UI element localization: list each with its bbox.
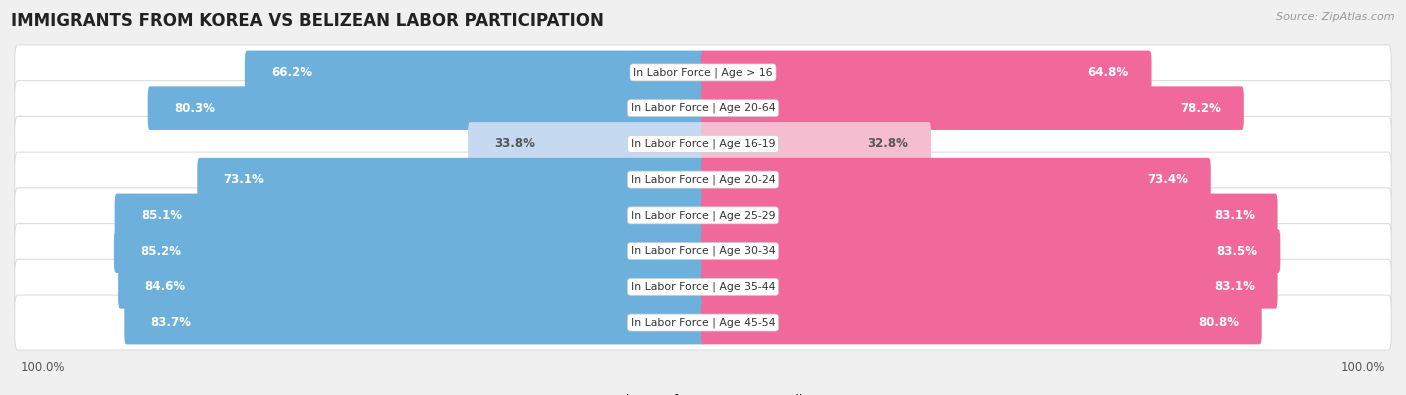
FancyBboxPatch shape xyxy=(197,158,704,201)
FancyBboxPatch shape xyxy=(118,265,704,308)
Text: 100.0%: 100.0% xyxy=(1340,361,1385,374)
Text: 33.8%: 33.8% xyxy=(495,137,536,150)
Text: 85.1%: 85.1% xyxy=(141,209,181,222)
Text: 78.2%: 78.2% xyxy=(1180,102,1220,115)
FancyBboxPatch shape xyxy=(14,224,1392,278)
Text: 32.8%: 32.8% xyxy=(868,137,908,150)
Text: In Labor Force | Age 25-29: In Labor Force | Age 25-29 xyxy=(631,210,775,221)
FancyBboxPatch shape xyxy=(468,122,704,166)
Text: 66.2%: 66.2% xyxy=(271,66,312,79)
Text: 83.1%: 83.1% xyxy=(1213,280,1254,293)
FancyBboxPatch shape xyxy=(14,295,1392,350)
FancyBboxPatch shape xyxy=(14,188,1392,243)
Text: 83.1%: 83.1% xyxy=(1213,209,1254,222)
Text: 64.8%: 64.8% xyxy=(1088,66,1129,79)
FancyBboxPatch shape xyxy=(14,260,1392,314)
FancyBboxPatch shape xyxy=(702,229,1281,273)
FancyBboxPatch shape xyxy=(702,51,1152,94)
Text: 85.2%: 85.2% xyxy=(141,245,181,258)
Text: 83.7%: 83.7% xyxy=(150,316,191,329)
FancyBboxPatch shape xyxy=(245,51,704,94)
Text: In Labor Force | Age 20-64: In Labor Force | Age 20-64 xyxy=(631,103,775,113)
FancyBboxPatch shape xyxy=(702,158,1211,201)
Text: In Labor Force | Age 45-54: In Labor Force | Age 45-54 xyxy=(631,317,775,328)
FancyBboxPatch shape xyxy=(14,45,1392,100)
Text: 100.0%: 100.0% xyxy=(21,361,66,374)
Legend: Immigrants from Korea, Belizean: Immigrants from Korea, Belizean xyxy=(574,394,832,395)
FancyBboxPatch shape xyxy=(114,229,704,273)
FancyBboxPatch shape xyxy=(148,87,704,130)
Text: In Labor Force | Age 20-24: In Labor Force | Age 20-24 xyxy=(631,174,775,185)
Text: 80.8%: 80.8% xyxy=(1198,316,1239,329)
Text: 73.1%: 73.1% xyxy=(224,173,264,186)
Text: 73.4%: 73.4% xyxy=(1147,173,1188,186)
FancyBboxPatch shape xyxy=(14,152,1392,207)
FancyBboxPatch shape xyxy=(14,81,1392,135)
Text: IMMIGRANTS FROM KOREA VS BELIZEAN LABOR PARTICIPATION: IMMIGRANTS FROM KOREA VS BELIZEAN LABOR … xyxy=(11,12,605,30)
Text: In Labor Force | Age 16-19: In Labor Force | Age 16-19 xyxy=(631,139,775,149)
FancyBboxPatch shape xyxy=(115,194,704,237)
Text: 80.3%: 80.3% xyxy=(174,102,215,115)
FancyBboxPatch shape xyxy=(702,194,1278,237)
Text: In Labor Force | Age > 16: In Labor Force | Age > 16 xyxy=(633,67,773,78)
Text: In Labor Force | Age 30-34: In Labor Force | Age 30-34 xyxy=(631,246,775,256)
Text: 83.5%: 83.5% xyxy=(1216,245,1257,258)
Text: In Labor Force | Age 35-44: In Labor Force | Age 35-44 xyxy=(631,282,775,292)
Text: 84.6%: 84.6% xyxy=(145,280,186,293)
FancyBboxPatch shape xyxy=(702,301,1261,344)
FancyBboxPatch shape xyxy=(14,117,1392,171)
Text: Source: ZipAtlas.com: Source: ZipAtlas.com xyxy=(1277,12,1395,22)
FancyBboxPatch shape xyxy=(124,301,704,344)
FancyBboxPatch shape xyxy=(702,265,1278,308)
FancyBboxPatch shape xyxy=(702,122,931,166)
FancyBboxPatch shape xyxy=(702,87,1244,130)
